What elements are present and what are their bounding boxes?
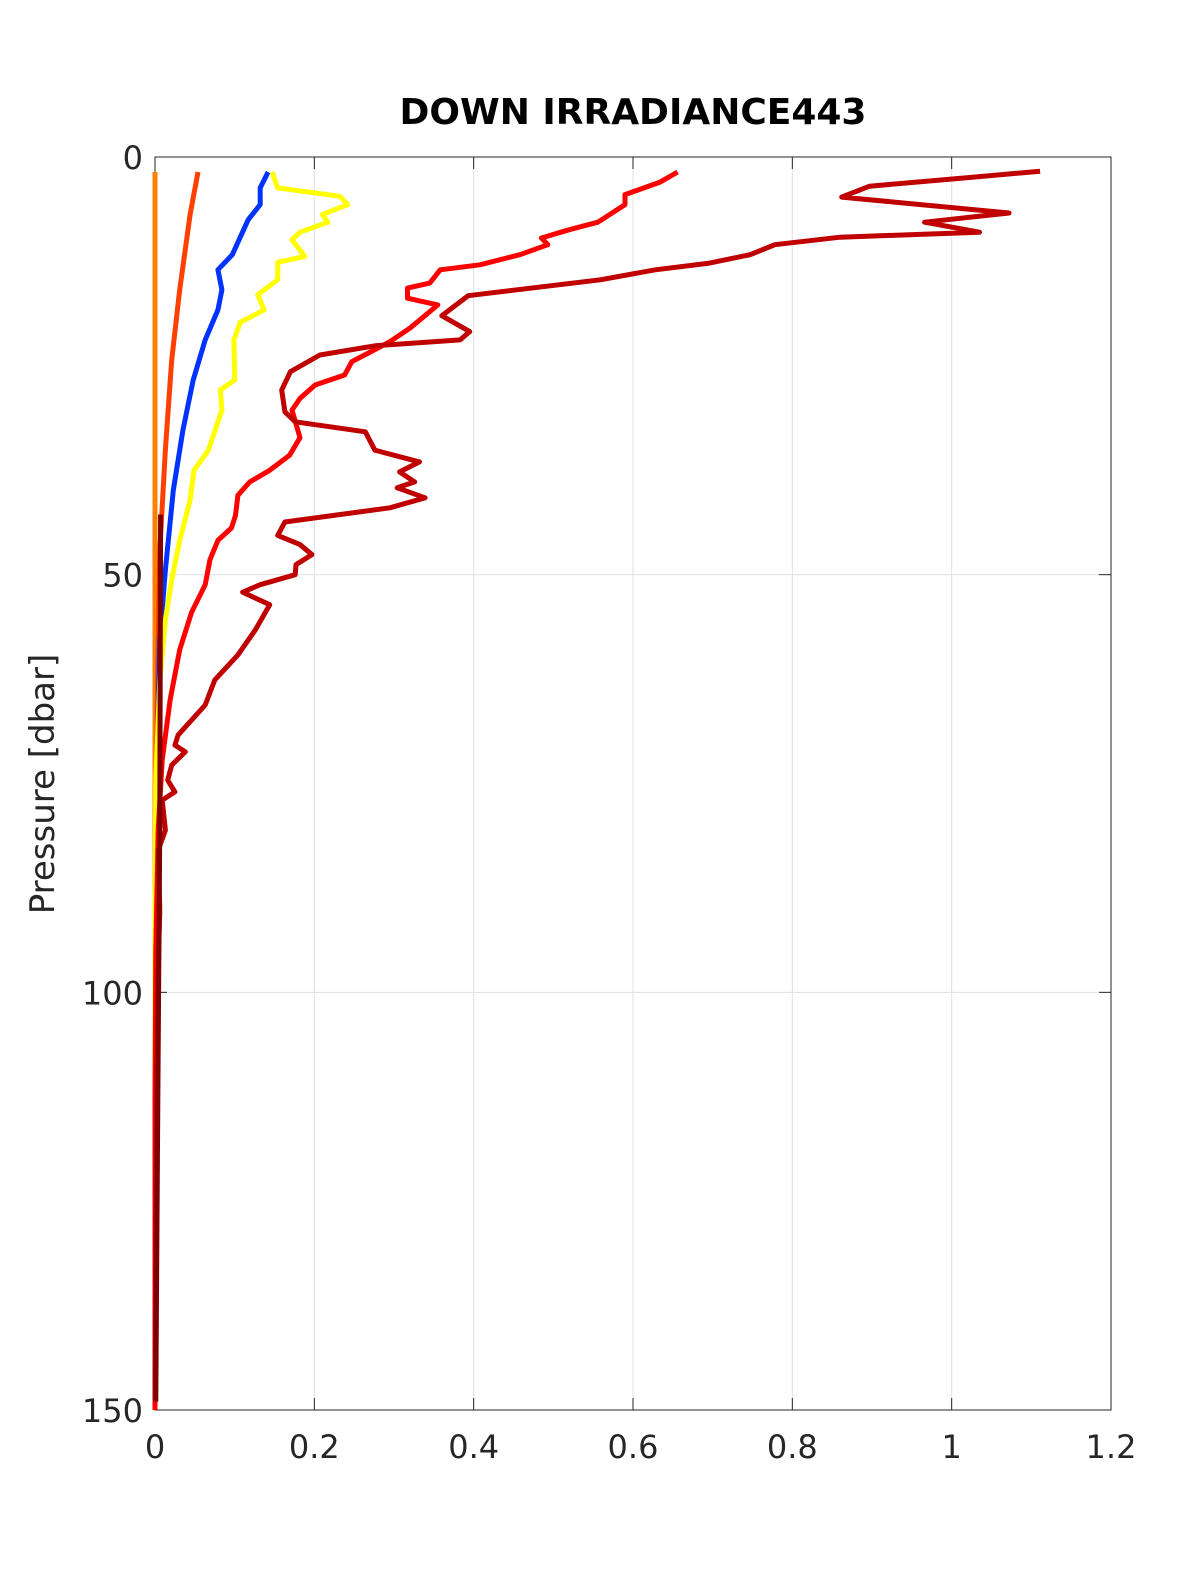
y-tick-label: 100: [82, 974, 143, 1012]
profile-line: [152, 168, 1041, 1401]
x-tick-label: 0.6: [608, 1428, 659, 1466]
x-tick-label: 0.8: [767, 1428, 818, 1466]
y-tick-label: 50: [102, 557, 143, 595]
y-tick-label: 150: [82, 1392, 143, 1430]
chart-title: DOWN IRRADIANCE443: [400, 92, 867, 133]
x-tick-label: 0.4: [448, 1428, 499, 1466]
x-tick-label: 0.2: [289, 1428, 340, 1466]
x-tick-label: 0: [145, 1428, 165, 1466]
profile-line: [152, 169, 679, 1410]
profile-line: [152, 171, 351, 1410]
x-tick-label: 1: [941, 1428, 961, 1466]
y-tick-label: 0: [123, 139, 143, 177]
y-axis-label: Pressure [dbar]: [23, 654, 63, 915]
x-tick-label: 1.2: [1086, 1428, 1137, 1466]
profile-line: [153, 514, 164, 1402]
